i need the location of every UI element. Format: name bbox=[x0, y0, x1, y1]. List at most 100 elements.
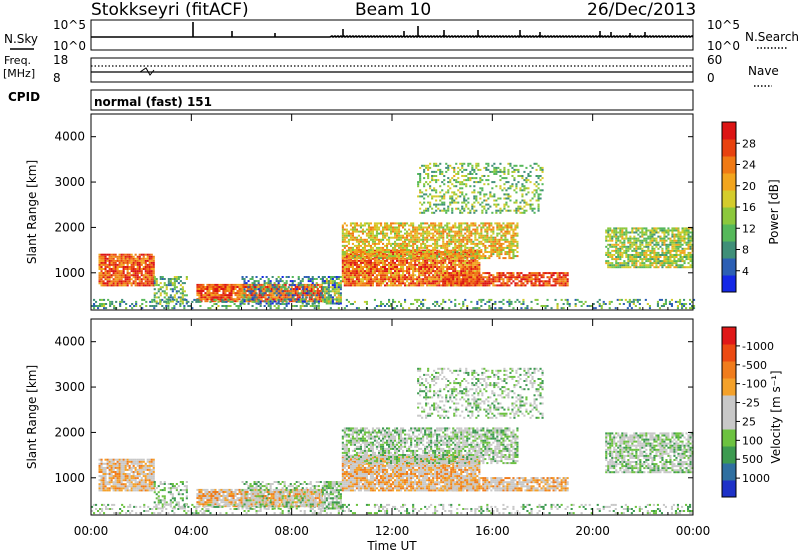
range-gate-cell bbox=[465, 193, 468, 196]
range-gate-cell bbox=[511, 183, 514, 186]
range-gate-cell bbox=[378, 263, 381, 266]
range-gate-cell bbox=[452, 259, 455, 262]
range-gate-cell bbox=[106, 278, 109, 281]
range-gate-cell bbox=[637, 229, 640, 232]
range-gate-cell bbox=[412, 282, 415, 285]
range-gate-cell bbox=[473, 195, 476, 198]
range-gate-cell bbox=[496, 280, 499, 283]
range-gate-cell bbox=[523, 187, 526, 190]
range-gate-cell bbox=[465, 168, 468, 171]
range-gate-cell bbox=[430, 270, 433, 273]
range-gate-cell bbox=[459, 162, 462, 165]
range-gate-cell bbox=[496, 228, 499, 231]
range-gate-cell bbox=[507, 170, 510, 173]
range-gate-cell bbox=[468, 240, 471, 243]
range-gate-cell bbox=[169, 288, 172, 291]
range-gate-cell bbox=[516, 224, 519, 227]
range-gate-cell bbox=[464, 266, 467, 268]
range-gate-cell bbox=[406, 242, 409, 245]
range-gate-cell bbox=[489, 193, 492, 196]
range-gate-cell bbox=[442, 246, 445, 249]
range-gate-cell bbox=[443, 183, 446, 186]
range-gate-cell bbox=[431, 211, 434, 214]
range-gate-cell bbox=[390, 222, 393, 225]
range-gate-cell bbox=[122, 284, 125, 287]
range-gate-cell bbox=[136, 272, 139, 275]
range-gate-cell bbox=[343, 228, 346, 231]
range-gate-cell bbox=[544, 280, 547, 283]
range-gate-cell bbox=[436, 251, 439, 254]
range-gate-cell bbox=[689, 258, 692, 261]
range-gate-cell bbox=[643, 251, 646, 254]
range-gate-cell bbox=[474, 238, 477, 241]
range-gate-cell bbox=[175, 276, 178, 278]
cpid-frame bbox=[90, 89, 694, 111]
range-gate-cell bbox=[373, 280, 376, 283]
range-gate-cell bbox=[228, 290, 231, 292]
range-gate-cell bbox=[502, 280, 505, 283]
range-gate-cell bbox=[477, 181, 480, 184]
range-gate-cell bbox=[386, 268, 389, 270]
range-gate-cell bbox=[503, 173, 506, 175]
range-gate-cell bbox=[522, 284, 525, 287]
range-gate-cell bbox=[236, 292, 239, 295]
range-gate-cell bbox=[440, 268, 443, 270]
range-gate-cell bbox=[431, 197, 434, 200]
range-gate-cell bbox=[120, 261, 123, 264]
range-gate-cell bbox=[120, 270, 123, 273]
range-gate-cell bbox=[484, 249, 487, 251]
range-gate-cell bbox=[386, 228, 389, 231]
range-gate-cell bbox=[675, 235, 678, 238]
range-gate-cell bbox=[286, 288, 289, 290]
range-gate-cell bbox=[104, 261, 107, 264]
range-gate-cell bbox=[663, 243, 666, 246]
range-gate-cell bbox=[349, 274, 352, 277]
range-gate-cell bbox=[665, 247, 668, 250]
range-gate-cell bbox=[353, 263, 356, 266]
range-gate-cell bbox=[663, 239, 666, 242]
range-gate-cell bbox=[468, 230, 471, 233]
range-gate-cell bbox=[617, 237, 620, 240]
range-gate-cell bbox=[230, 298, 233, 301]
range-gate-cell bbox=[481, 189, 484, 192]
range-gate-cell bbox=[163, 290, 166, 293]
range-gate-cell bbox=[418, 226, 421, 229]
range-gate-cell bbox=[430, 263, 433, 266]
range-gate-cell bbox=[406, 270, 409, 273]
range-gate-cell bbox=[347, 257, 350, 260]
range-gate-cell bbox=[496, 284, 499, 287]
range-gate-cell bbox=[363, 222, 366, 225]
range-gate-cell bbox=[458, 274, 461, 277]
range-gate-cell bbox=[375, 259, 378, 262]
range-gate-cell bbox=[643, 237, 646, 240]
range-gate-cell bbox=[420, 234, 423, 237]
range-gate-cell bbox=[146, 266, 149, 268]
range-gate-cell bbox=[426, 270, 429, 273]
range-gate-cell bbox=[165, 298, 168, 301]
range-gate-cell bbox=[461, 183, 464, 186]
range-gate-cell bbox=[508, 222, 511, 225]
range-gate-cell bbox=[434, 228, 437, 231]
range-gate-cell bbox=[422, 246, 425, 249]
range-gate-cell bbox=[480, 222, 483, 225]
range-gate-cell bbox=[98, 272, 101, 275]
range-gate-cell bbox=[355, 278, 358, 281]
range-gate-cell bbox=[486, 240, 489, 243]
range-gate-cell bbox=[645, 249, 648, 252]
range-gate-cell bbox=[134, 284, 137, 287]
range-gate-cell bbox=[392, 278, 395, 281]
range-gate-cell bbox=[474, 261, 477, 264]
range-gate-cell bbox=[427, 177, 430, 180]
range-gate-cell bbox=[296, 294, 299, 297]
range-gate-cell bbox=[140, 282, 143, 285]
range-gate-cell bbox=[516, 234, 519, 237]
nsky-tick-right-top: 10^5 bbox=[707, 18, 740, 32]
range-gate-cell bbox=[424, 253, 427, 256]
range-gate-cell bbox=[484, 234, 487, 237]
range-gate-cell bbox=[493, 181, 496, 184]
range-gate-cell bbox=[534, 282, 537, 285]
range-gate-cell bbox=[134, 272, 137, 275]
range-gate-cell bbox=[355, 272, 358, 275]
range-gate-cell bbox=[474, 242, 477, 245]
range-gate-cell bbox=[446, 228, 449, 231]
